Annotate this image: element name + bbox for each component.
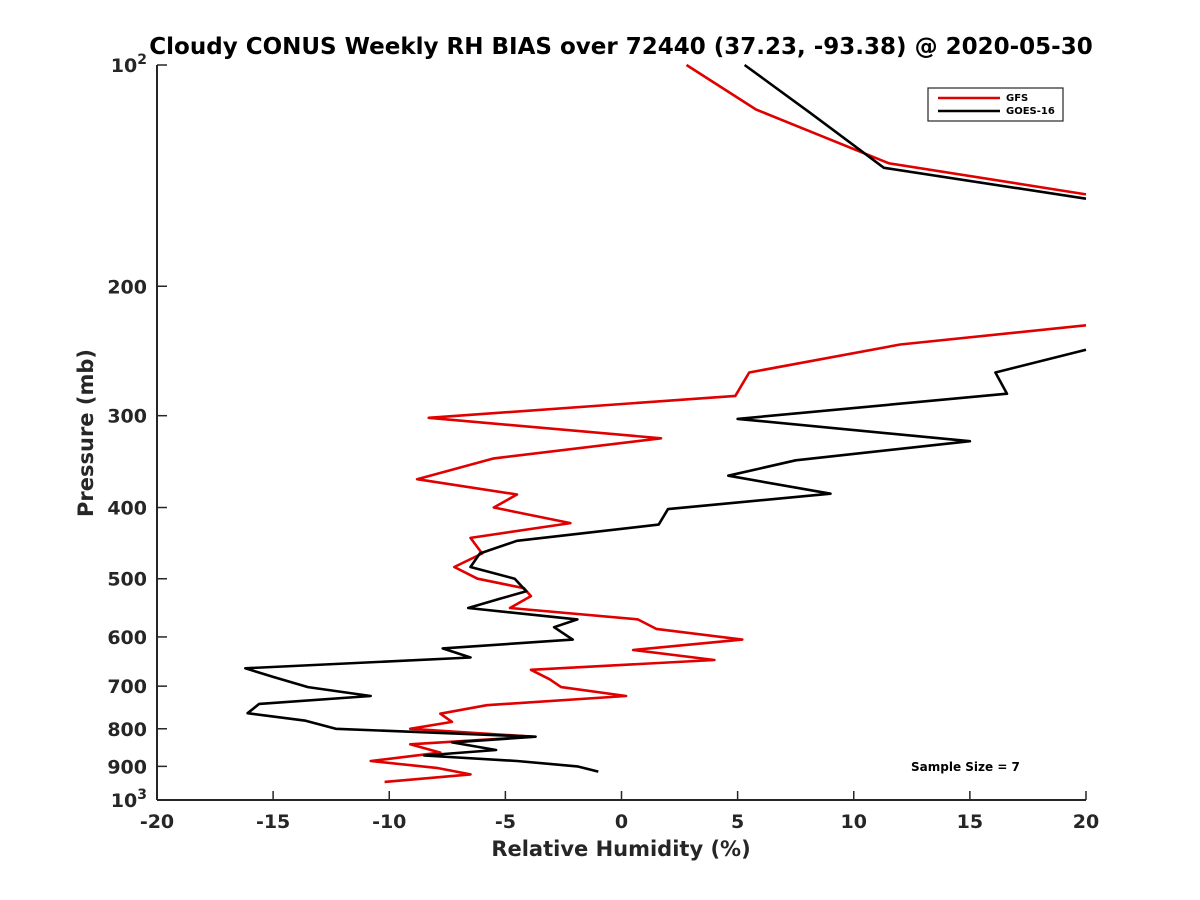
x-ticks: -20 -15 -10 -5 0 5 10 15 20 xyxy=(140,791,1099,833)
series-line-gfs-segment-0 xyxy=(685,63,1087,196)
y-tick-label: 200 xyxy=(107,276,147,298)
y-tick-label: 103 xyxy=(111,787,147,812)
x-tick-label: -10 xyxy=(372,811,406,833)
y-tick-label: 102 xyxy=(111,52,147,77)
y-ticks: 102 200 300 400 500 600 700 800 900 103 xyxy=(107,52,167,812)
y-axis-label: Pressure (mb) xyxy=(74,349,98,517)
legend-label-goes16: GOES-16 xyxy=(1006,106,1055,117)
x-tick-label: 10 xyxy=(841,811,867,833)
x-tick-label: -20 xyxy=(140,811,174,833)
axes xyxy=(156,65,1086,801)
y-tick-label: 300 xyxy=(107,406,147,428)
y-tick-label: 900 xyxy=(107,756,147,778)
series-line-goes16-segment-1 xyxy=(244,348,1087,773)
sample-size-annotation: Sample Size = 7 xyxy=(911,760,1020,774)
chart-title: Cloudy CONUS Weekly RH BIAS over 72440 (… xyxy=(149,34,1092,60)
y-tick-label: 700 xyxy=(107,676,147,698)
x-tick-label: 5 xyxy=(731,811,744,833)
x-tick-label: -15 xyxy=(256,811,290,833)
series-line-goes16-segment-0 xyxy=(743,63,1087,200)
x-tick-label: 0 xyxy=(615,811,628,833)
y-tick-label: 400 xyxy=(107,498,147,520)
x-tick-label: 20 xyxy=(1073,811,1099,833)
x-axis-label: Relative Humidity (%) xyxy=(491,837,750,861)
y-tick-label: 800 xyxy=(107,719,147,741)
legend-box xyxy=(927,87,1064,122)
x-tick-label: -5 xyxy=(495,811,516,833)
legend-label-gfs: GFS xyxy=(1006,93,1028,104)
plot-lines xyxy=(244,63,1087,784)
y-tick-label: 600 xyxy=(107,627,147,649)
x-tick-label: 15 xyxy=(957,811,983,833)
legend: GFS GOES-16 xyxy=(927,87,1064,122)
series-line-gfs-segment-1 xyxy=(369,324,1087,784)
y-tick-label: 500 xyxy=(107,569,147,591)
